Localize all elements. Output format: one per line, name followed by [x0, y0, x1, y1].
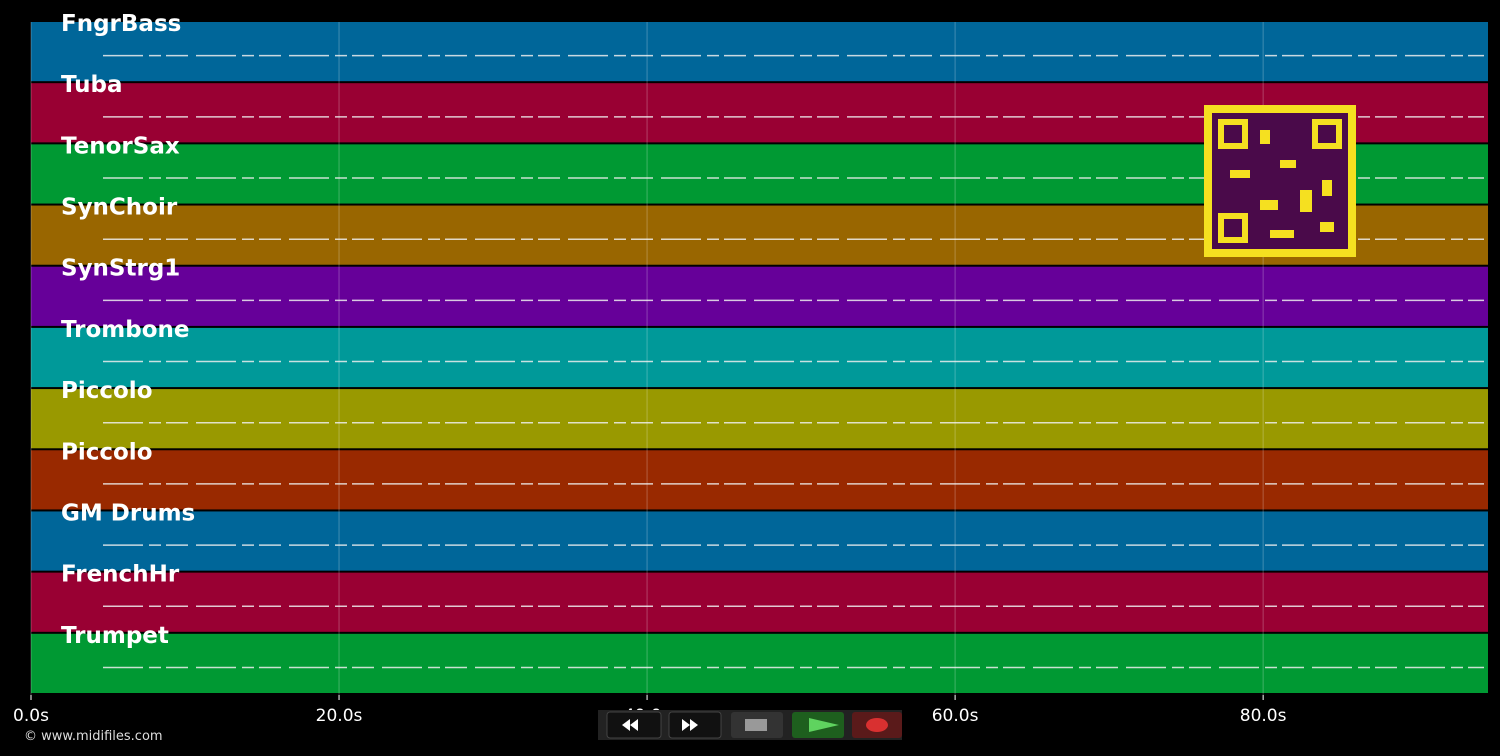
track-name: Piccolo	[61, 378, 153, 404]
track-name: SynChoir	[61, 195, 178, 221]
play-button[interactable]	[792, 712, 844, 738]
fast-forward-button[interactable]	[668, 711, 722, 739]
track-lane	[31, 389, 1488, 449]
track-name: Trombone	[61, 317, 190, 343]
track-name: SynStrg1	[61, 256, 180, 282]
track-name: GM Drums	[61, 500, 195, 526]
tick-label: 20.0s	[316, 706, 363, 726]
transport-controls	[598, 710, 902, 740]
track-name: FngrBass	[61, 11, 181, 37]
track-name: TenorSax	[61, 133, 180, 159]
track-lane	[31, 511, 1488, 571]
track-lane	[31, 327, 1488, 388]
track-lane	[31, 572, 1488, 632]
track-lane	[31, 266, 1488, 326]
track-name: Trumpet	[61, 623, 169, 649]
tick-label: 0.0s	[13, 706, 49, 726]
track-lane	[31, 22, 1488, 82]
track-name: Tuba	[61, 72, 123, 98]
qr-code	[1204, 105, 1356, 257]
tick-label: 60.0s	[932, 706, 979, 726]
track-name: FrenchHr	[61, 562, 180, 588]
track-lane	[31, 633, 1488, 693]
record-button[interactable]	[852, 712, 902, 738]
tick-label: 80.0s	[1240, 706, 1287, 726]
rewind-button[interactable]	[606, 711, 662, 739]
track-lane	[31, 450, 1488, 510]
stop-button[interactable]	[731, 712, 783, 738]
copyright: © www.midifiles.com	[24, 729, 163, 744]
track-name: Piccolo	[61, 439, 153, 465]
